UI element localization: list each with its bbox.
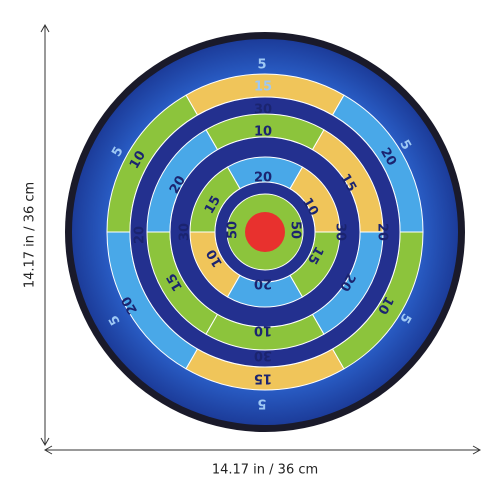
board-number: 20	[254, 171, 272, 186]
board-number: 5	[257, 58, 266, 73]
board-number: 30	[254, 103, 272, 118]
board-number: 30	[333, 223, 348, 241]
board-number: 30	[254, 348, 272, 363]
board-number: 15	[254, 371, 272, 386]
board-number: 10	[254, 125, 272, 140]
board-number: 20	[375, 223, 390, 241]
board-number: 20	[133, 226, 148, 244]
board-number: 5	[257, 396, 266, 411]
board-number: 50	[288, 221, 303, 239]
height-arrows	[40, 23, 50, 447]
board-number: 10	[254, 323, 272, 338]
board-number: 20	[254, 276, 272, 291]
board-number: 50	[226, 221, 241, 239]
height-label: 14.17 in / 36 cm	[23, 182, 38, 288]
bullseye	[245, 212, 285, 252]
board-number: 30	[178, 223, 193, 241]
width-label: 14.17 in / 36 cm	[212, 463, 318, 478]
board-number: 15	[254, 80, 272, 95]
width-arrows	[43, 445, 482, 455]
